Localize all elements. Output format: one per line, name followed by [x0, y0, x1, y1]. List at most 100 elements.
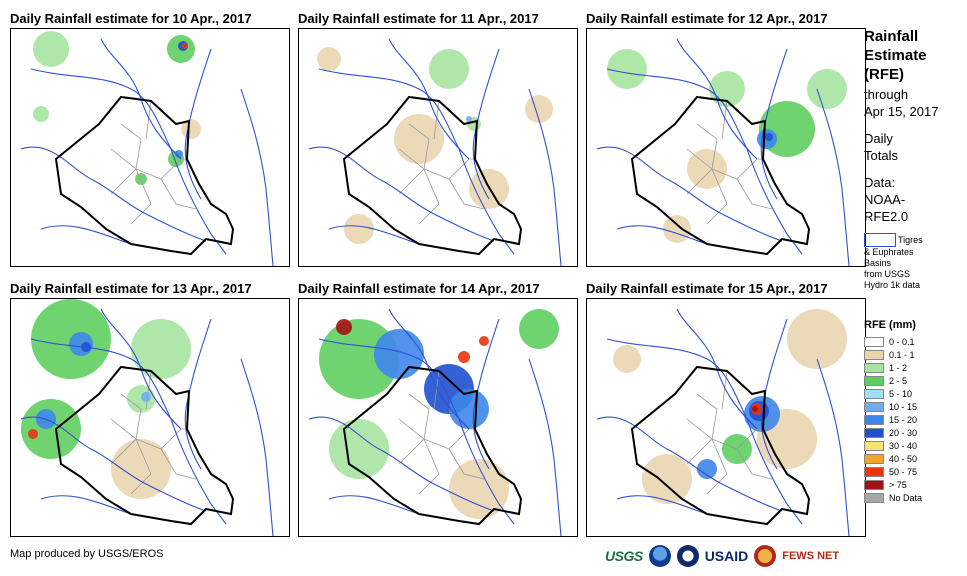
- basins-line4: from USGS: [864, 269, 911, 279]
- legend-swatch: [864, 350, 884, 360]
- legend-label: 0.1 - 1: [889, 350, 915, 360]
- province-boundary: [418, 168, 440, 225]
- legend-item: 1 - 2: [864, 362, 922, 374]
- legend-item: 50 - 75: [864, 466, 922, 478]
- legend-label: 15 - 20: [889, 415, 918, 425]
- rainfall-cell: [607, 49, 647, 89]
- rainfall-cell: [752, 406, 758, 412]
- rainfall-cell: [344, 214, 374, 244]
- panel-title-15-apr: Daily Rainfall estimate for 15 Apr., 201…: [586, 281, 828, 296]
- rainfall-layer: [613, 309, 847, 504]
- map-panel-13-apr: [10, 298, 290, 537]
- rainfall-cell: [111, 439, 171, 499]
- legend-swatch: [864, 402, 884, 412]
- usgs-logo: USGS: [605, 548, 643, 564]
- legend-label: 1 - 2: [889, 363, 908, 373]
- map-panel-14-apr: [298, 298, 578, 537]
- province-boundary: [130, 438, 152, 495]
- map-panel-15-apr: [586, 298, 866, 537]
- legend-item: 40 - 50: [864, 453, 922, 465]
- basins-line2: & Euphrates: [864, 247, 914, 257]
- legend-swatch: [864, 415, 884, 425]
- rainfall-cell: [374, 329, 424, 379]
- legend-item: 5 - 10: [864, 388, 922, 400]
- rainfall-cell: [182, 43, 188, 49]
- basin-river-line: [816, 88, 850, 266]
- province-boundary: [160, 448, 197, 480]
- iraq-border: [630, 365, 811, 526]
- legend-label: No Data: [889, 493, 923, 503]
- basin-river-line: [596, 416, 783, 512]
- rainfall-cell: [765, 133, 773, 141]
- province-boundary: [706, 438, 728, 495]
- province-boundary: [408, 123, 450, 180]
- province-boundary: [706, 168, 728, 225]
- rainfall-layer: [319, 309, 559, 519]
- basin-river-line: [760, 318, 788, 470]
- rainfall-cell: [479, 336, 489, 346]
- legend-swatch: [864, 493, 884, 503]
- legend-label: > 75: [889, 480, 907, 490]
- province-boundary: [736, 158, 763, 180]
- map-canvas-14-apr: [308, 308, 562, 536]
- legend-item: 10 - 15: [864, 401, 922, 413]
- rainfall-layer: [607, 49, 847, 243]
- rainfall-cell: [21, 399, 81, 459]
- basins-line3: Basins: [864, 258, 892, 268]
- sidebar-daily: Daily: [864, 131, 893, 146]
- basin-outline-swatch: [864, 233, 896, 247]
- rainfall-cell: [336, 319, 352, 335]
- rainfall-cell: [642, 454, 692, 504]
- legend-label: 2 - 5: [889, 376, 908, 386]
- province-boundary: [398, 418, 425, 465]
- basins-line5: Hydro 1k data: [864, 280, 921, 290]
- basin-river-line: [328, 495, 420, 515]
- legend-label: 10 - 15: [889, 402, 918, 412]
- rainfall-cell: [33, 106, 49, 122]
- basin-river-line: [816, 358, 850, 536]
- map-credit: Map produced by USGS/EROS: [10, 548, 164, 560]
- rainfall-cell: [787, 309, 847, 369]
- province-boundary: [696, 393, 738, 450]
- sidebar-title-2: Estimate: [864, 47, 927, 64]
- noaa-logo-icon: [648, 545, 671, 567]
- basin-river-line: [240, 358, 274, 536]
- sidebar-through: through: [864, 87, 909, 102]
- legend-swatch: [864, 389, 884, 399]
- legend-swatch: [864, 428, 884, 438]
- rainfall-cell: [466, 116, 472, 122]
- map-panel-11-apr: [298, 28, 578, 267]
- basins-key: Tigres & Euphrates Basins from USGS Hydr…: [864, 233, 923, 291]
- basin-river-line: [616, 495, 708, 515]
- fews-net-logo: FEWS NET: [782, 550, 840, 562]
- basin-river-line: [20, 146, 207, 242]
- rainfall-layer: [33, 31, 201, 185]
- province-boundary: [160, 428, 187, 450]
- sidebar-data-src1: NOAA-: [864, 192, 906, 207]
- rainfall-cell: [394, 114, 444, 164]
- rainfall-cell: [33, 31, 69, 67]
- basin-river-line: [328, 225, 420, 245]
- rainfall-cell: [135, 173, 147, 185]
- legend-swatch: [864, 376, 884, 386]
- panel-title-11-apr: Daily Rainfall estimate for 11 Apr., 201…: [298, 11, 539, 26]
- province-boundary: [408, 393, 450, 450]
- basin-river-line: [472, 48, 500, 200]
- rainfall-cell: [697, 459, 717, 479]
- province-boundary: [448, 158, 475, 180]
- rainfall-cell: [663, 215, 691, 243]
- basin-river-line: [184, 48, 212, 200]
- basin-river-line: [40, 495, 132, 515]
- rainfall-cell: [317, 47, 341, 71]
- iraq-border: [54, 95, 235, 256]
- province-boundary: [696, 123, 738, 180]
- rainfall-layer: [21, 299, 191, 499]
- iraq-border: [342, 95, 523, 256]
- legend-label: 40 - 50: [889, 454, 918, 464]
- province-boundary: [448, 178, 485, 210]
- basin-river-line: [760, 48, 788, 200]
- map-canvas-11-apr: [308, 38, 562, 266]
- province-boundary: [448, 428, 475, 450]
- panel-title-14-apr: Daily Rainfall estimate for 14 Apr., 201…: [298, 281, 540, 296]
- legend-swatch: [864, 467, 884, 477]
